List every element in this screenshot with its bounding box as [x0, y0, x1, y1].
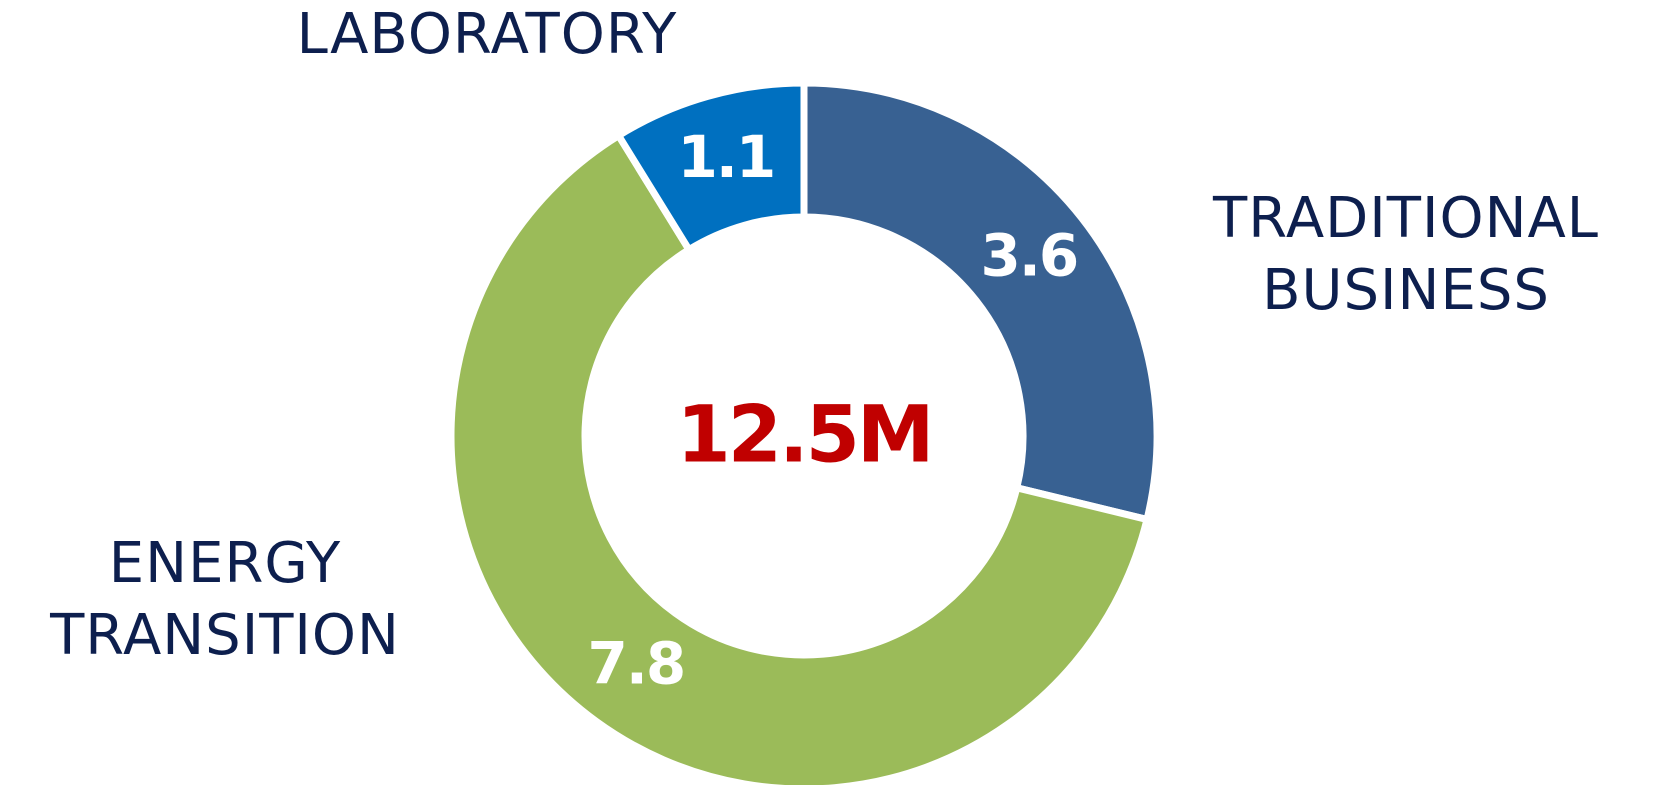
donut-segment	[800, 79, 1161, 524]
value-label: 3.6	[981, 221, 1078, 289]
value-label: 7.8	[588, 629, 685, 697]
value-label: 1.1	[678, 123, 775, 191]
category-label: LABORATORY	[296, 2, 678, 67]
category-label: ENERGY TRANSITION	[50, 531, 400, 668]
donut-segment	[613, 79, 808, 255]
center-label: 12.5M	[676, 390, 931, 480]
category-label: TRADITIONAL BUSINESS	[1213, 186, 1599, 323]
donut-segment	[447, 130, 1152, 785]
